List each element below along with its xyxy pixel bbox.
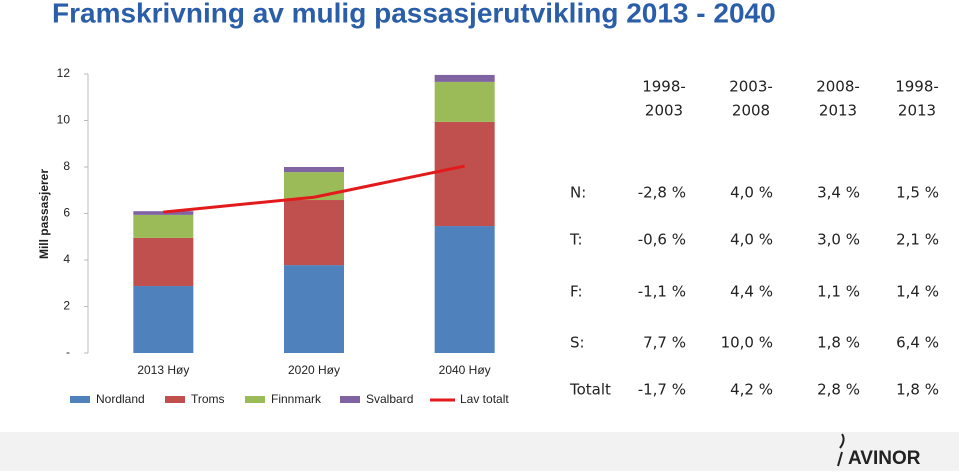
y-tick-label: 2 xyxy=(63,299,70,313)
logo-text: AVINOR xyxy=(848,448,921,469)
legend-swatch xyxy=(165,396,185,403)
footer-band xyxy=(0,432,959,471)
y-tick-label: 6 xyxy=(63,206,70,220)
bar-segment xyxy=(133,286,194,353)
y-tick-label: - xyxy=(66,345,70,359)
table-cell: 4,0 % xyxy=(730,184,773,202)
legend-label: Svalbard xyxy=(366,392,413,406)
table-cell: 2,8 % xyxy=(817,381,860,399)
table-header: 1998- xyxy=(895,78,939,96)
bar-segment xyxy=(284,167,344,173)
y-axis-label: Mill passasjerer xyxy=(37,169,51,259)
table-header: 2003- xyxy=(729,78,773,96)
table-cell: 10,0 % xyxy=(721,334,773,352)
logo-mark xyxy=(837,433,845,467)
table-cell: -0,6 % xyxy=(638,231,686,249)
table-cell: 2,1 % xyxy=(896,231,939,249)
legend-swatch xyxy=(70,396,90,403)
bar-segment xyxy=(284,265,344,353)
line-series xyxy=(163,164,465,214)
bar-segment xyxy=(133,237,194,287)
row-label: S: xyxy=(570,334,585,352)
table-header: 2013 xyxy=(898,102,936,120)
table-header: 2008 xyxy=(732,102,770,120)
table-cell: 4,0 % xyxy=(730,231,773,249)
table-cell: 3,4 % xyxy=(817,184,860,202)
legend-swatch xyxy=(245,396,265,403)
y-tick-label: 12 xyxy=(57,66,71,80)
row-label: F: xyxy=(570,283,583,301)
row-label: Totalt xyxy=(569,381,611,399)
bar-segment xyxy=(133,214,194,238)
table-cell: 1,4 % xyxy=(896,283,939,301)
bar-segment xyxy=(284,172,344,201)
table-cell: 4,2 % xyxy=(730,381,773,399)
bar-segment xyxy=(434,81,495,122)
bar-segment xyxy=(133,211,194,215)
row-label: T: xyxy=(569,231,583,249)
bar-segment xyxy=(434,121,495,227)
legend-label: Lav totalt xyxy=(460,392,509,406)
bar-segment xyxy=(434,74,495,82)
legend-label: Finnmark xyxy=(271,392,322,406)
table-header: 1998- xyxy=(642,78,686,96)
bar-segment xyxy=(284,200,344,266)
table-cell: 1,8 % xyxy=(817,334,860,352)
table-cell: 1,8 % xyxy=(896,381,939,399)
y-tick-label: 10 xyxy=(57,113,71,127)
legend-swatch xyxy=(340,396,360,403)
table-header: 2003 xyxy=(645,102,683,120)
table-cell: 1,5 % xyxy=(896,184,939,202)
x-tick-label: 2040 Høy xyxy=(439,363,491,377)
x-tick-label: 2013 Høy xyxy=(137,363,189,377)
y-tick-label: 4 xyxy=(63,252,70,266)
table-cell: 6,4 % xyxy=(896,334,939,352)
table-cell: 3,0 % xyxy=(817,231,860,249)
table-header: 2008- xyxy=(816,78,860,96)
x-tick-label: 2020 Høy xyxy=(288,363,340,377)
table-cell: 4,4 % xyxy=(730,283,773,301)
table-cell: -2,8 % xyxy=(638,184,686,202)
y-tick-label: 8 xyxy=(63,159,70,173)
chart-title: Framskrivning av mulig passasjerutviklin… xyxy=(52,0,776,28)
row-label: N: xyxy=(570,184,586,202)
table-cell: -1,7 % xyxy=(638,381,686,399)
bar-segment xyxy=(434,226,495,353)
legend-label: Troms xyxy=(191,392,225,406)
table-cell: -1,1 % xyxy=(638,283,686,301)
table-header: 2013 xyxy=(819,102,857,120)
table-cell: 1,1 % xyxy=(817,283,860,301)
table-cell: 7,7 % xyxy=(643,334,686,352)
legend-label: Nordland xyxy=(96,392,145,406)
